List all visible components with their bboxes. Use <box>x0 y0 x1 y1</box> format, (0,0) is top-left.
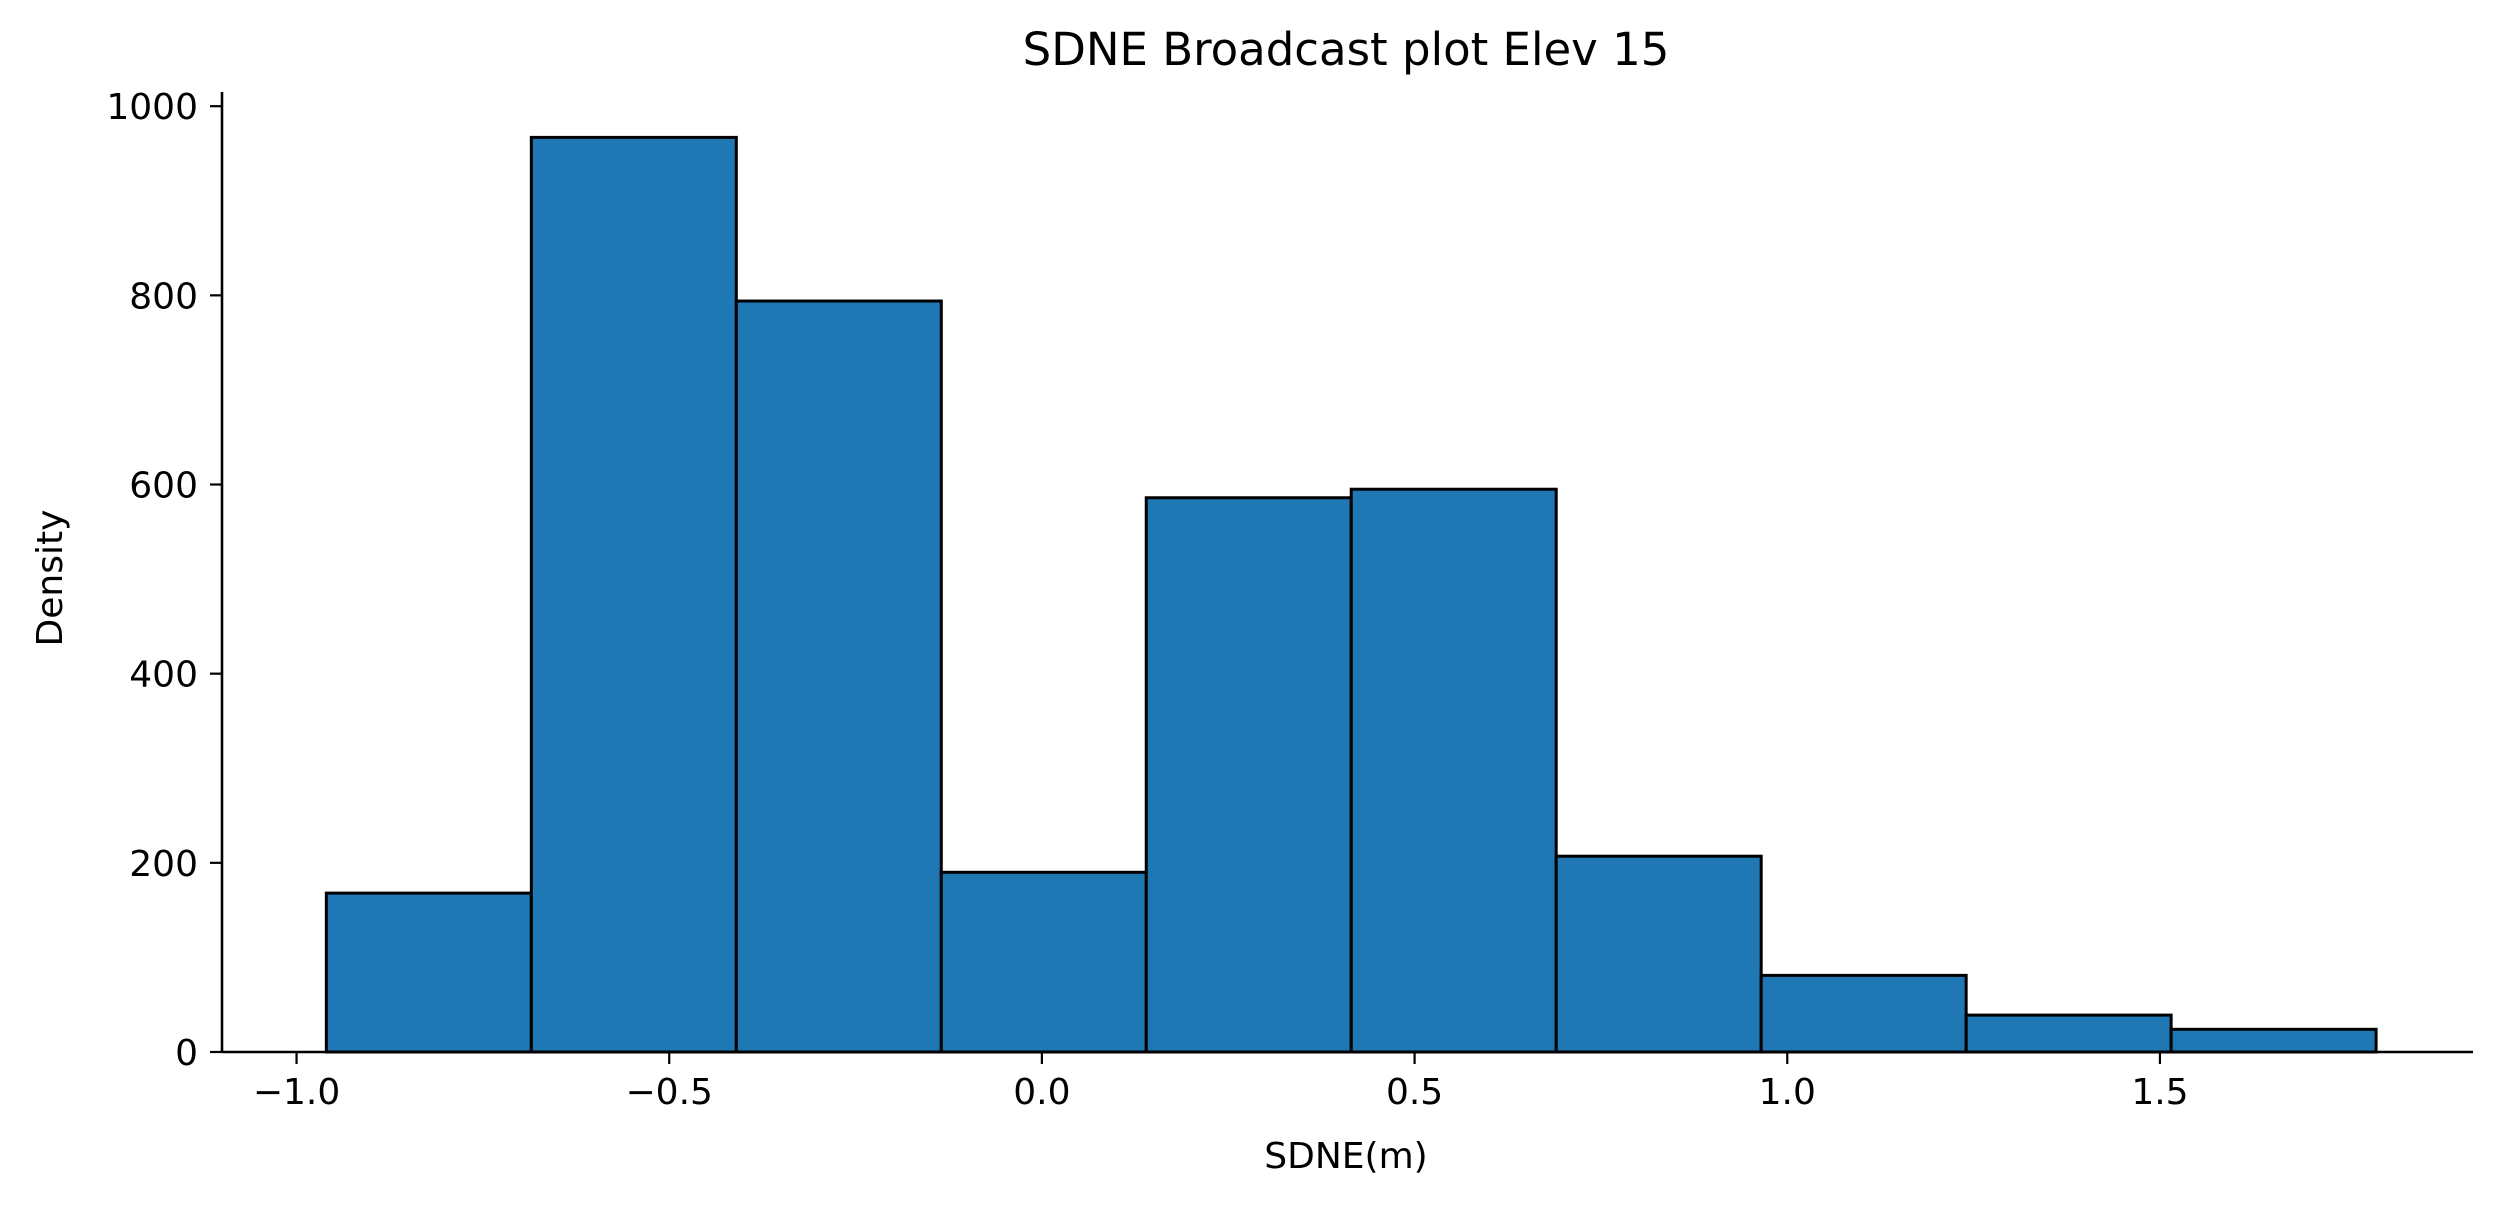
x-tick-label: 1.5 <box>2131 1072 2188 1113</box>
y-tick-label: 600 <box>129 466 198 507</box>
y-axis-label: Density <box>30 510 71 647</box>
x-tick-label: 0.5 <box>1386 1072 1443 1113</box>
bars-layer <box>324 135 2378 1054</box>
x-tick-label: −1.0 <box>253 1072 340 1113</box>
x-axis-label: SDNE(m) <box>1264 1136 1427 1177</box>
histogram-bar <box>1964 1013 2173 1054</box>
y-tick-label: 200 <box>129 844 198 885</box>
x-tick-label: 0.0 <box>1013 1072 1070 1113</box>
y-ticks: 0 200 400 600 800 1000 <box>106 87 222 1074</box>
x-tick-label: −0.5 <box>626 1072 713 1113</box>
histogram-bar <box>1759 973 1968 1054</box>
histogram-bar <box>324 891 533 1054</box>
x-tick-label: 1.0 <box>1759 1072 1816 1113</box>
y-tick-label: 400 <box>129 655 198 696</box>
x-ticks: −1.0 −0.5 0.0 0.5 1.0 1.5 <box>253 1052 2189 1113</box>
histogram-bar <box>2169 1027 2378 1054</box>
histogram-bar <box>1144 496 1353 1054</box>
histogram-bar <box>1554 854 1763 1054</box>
histogram-bar <box>734 299 943 1054</box>
y-tick-label: 800 <box>129 276 198 317</box>
histogram-bar <box>529 135 738 1054</box>
histogram-bar <box>939 870 1148 1054</box>
chart-title: SDNE Broadcast plot Elev 15 <box>1023 23 1670 76</box>
histogram-bar <box>1349 487 1558 1054</box>
y-tick-label: 1000 <box>106 87 198 128</box>
y-tick-label: 0 <box>175 1033 198 1074</box>
axes-layer <box>220 92 2473 1054</box>
